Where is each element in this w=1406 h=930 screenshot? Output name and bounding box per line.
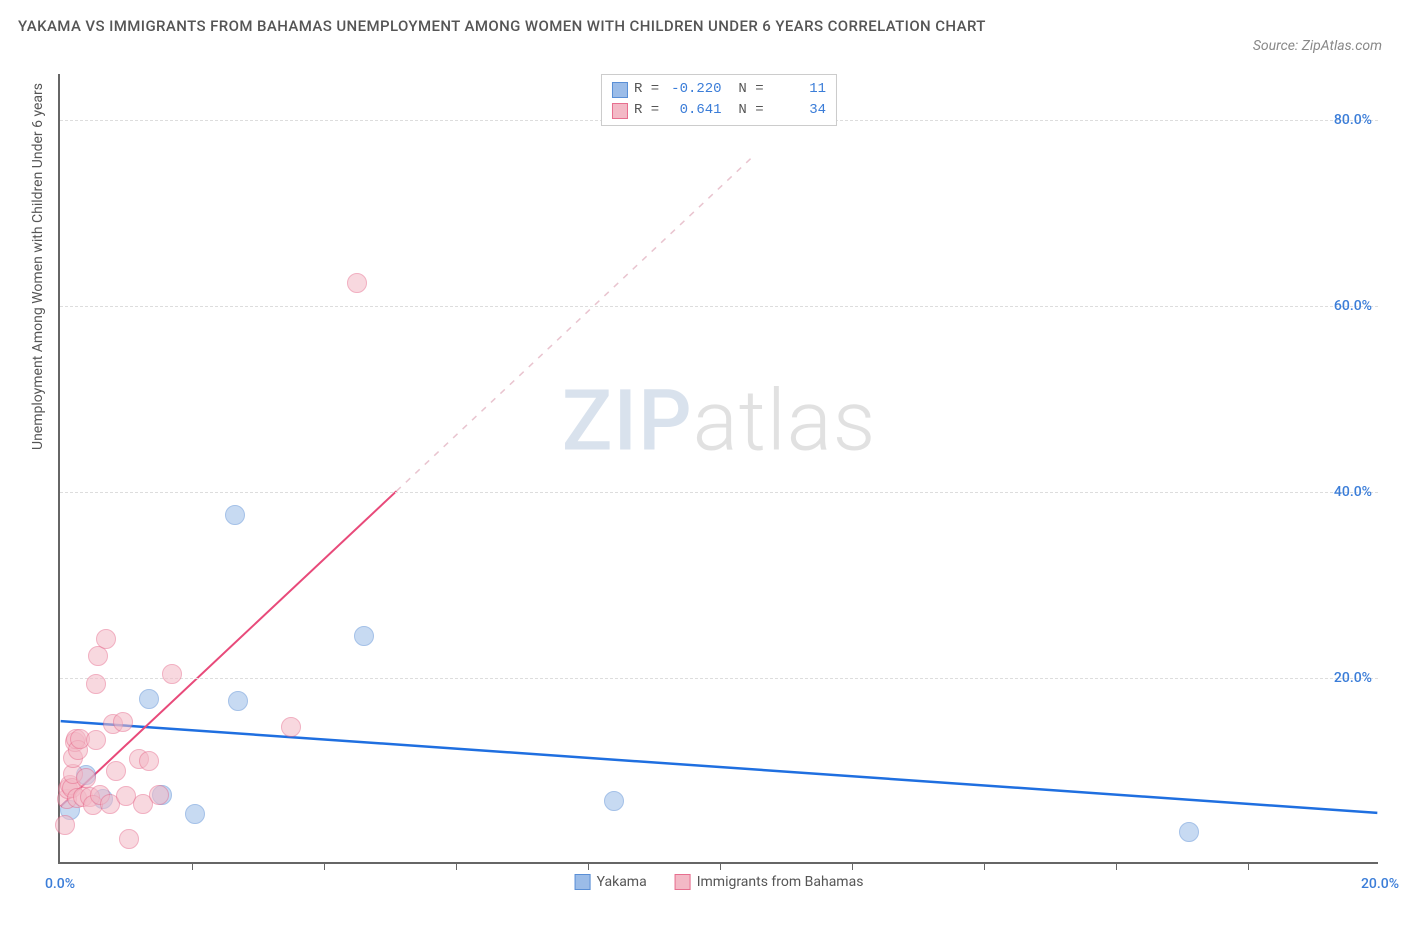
x-minor-tick (984, 862, 985, 870)
x-minor-tick (588, 862, 589, 870)
legend-label-bahamas: Immigrants from Bahamas (697, 874, 864, 890)
data-point (185, 804, 205, 824)
trend-line (61, 721, 1378, 813)
y-tick-label: 40.0% (1334, 484, 1380, 500)
data-point (96, 629, 116, 649)
data-point (604, 791, 624, 811)
gridline (60, 678, 1378, 679)
data-point (86, 674, 106, 694)
y-axis-title: Unemployment Among Women with Children U… (30, 83, 46, 450)
legend-label-yakama: Yakama (597, 874, 647, 890)
watermark-part1: ZIP (562, 371, 693, 470)
series-legend: Yakama Immigrants from Bahamas (575, 874, 864, 890)
x-minor-tick (456, 862, 457, 870)
data-point (225, 505, 245, 525)
data-point (119, 829, 139, 849)
trend-line (396, 157, 751, 491)
x-minor-tick (192, 862, 193, 870)
stats-legend: R = -0.220 N = 11 R = 0.641 N = 34 (601, 74, 837, 126)
watermark: ZIPatlas (562, 371, 877, 470)
x-minor-tick (1116, 862, 1117, 870)
stats-row-bahamas: R = 0.641 N = 34 (612, 100, 826, 121)
x-minor-tick (852, 862, 853, 870)
data-point (228, 691, 248, 711)
data-point (281, 717, 301, 737)
trend-line (61, 491, 397, 806)
data-point (55, 815, 75, 835)
data-point (149, 785, 169, 805)
y-tick-label: 60.0% (1334, 298, 1380, 314)
data-point (76, 768, 96, 788)
stats-row-yakama: R = -0.220 N = 11 (612, 79, 826, 100)
data-point (354, 626, 374, 646)
y-tick-label: 20.0% (1334, 670, 1380, 686)
legend-item-yakama: Yakama (575, 874, 647, 890)
gridline (60, 492, 1378, 493)
data-point (139, 751, 159, 771)
x-tick-label: 20.0% (1361, 876, 1399, 892)
data-point (86, 730, 106, 750)
gridline (60, 306, 1378, 307)
chart-area: ZIPatlas R = -0.220 N = 11 R = 0.641 N =… (58, 74, 1378, 864)
swatch-bahamas (612, 103, 628, 119)
plot-region: ZIPatlas R = -0.220 N = 11 R = 0.641 N =… (58, 74, 1378, 864)
x-minor-tick (1248, 862, 1249, 870)
legend-swatch-yakama (575, 874, 591, 890)
stats-text-bahamas: R = 0.641 N = 34 (634, 100, 826, 121)
data-point (1179, 822, 1199, 842)
source-attribution: Source: ZipAtlas.com (1253, 38, 1382, 54)
data-point (139, 689, 159, 709)
watermark-part2: atlas (693, 371, 877, 470)
legend-item-bahamas: Immigrants from Bahamas (675, 874, 864, 890)
data-point (113, 712, 133, 732)
y-tick-label: 80.0% (1334, 112, 1380, 128)
data-point (106, 761, 126, 781)
chart-header: YAKAMA VS IMMIGRANTS FROM BAHAMAS UNEMPL… (0, 0, 1406, 42)
data-point (162, 664, 182, 684)
swatch-yakama (612, 82, 628, 98)
legend-swatch-bahamas (675, 874, 691, 890)
x-minor-tick (720, 862, 721, 870)
chart-title: YAKAMA VS IMMIGRANTS FROM BAHAMAS UNEMPL… (18, 14, 1118, 38)
x-minor-tick (324, 862, 325, 870)
trend-lines-svg (60, 74, 1378, 862)
stats-text-yakama: R = -0.220 N = 11 (634, 79, 826, 100)
x-tick-label: 0.0% (45, 876, 75, 892)
data-point (347, 273, 367, 293)
